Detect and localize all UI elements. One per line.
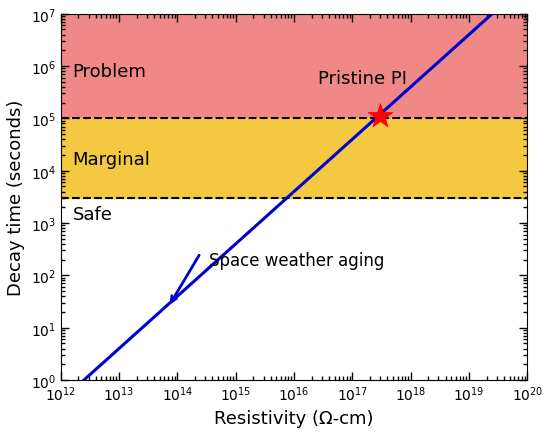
Point: [376, 114, 384, 121]
Text: Pristine PI: Pristine PI: [318, 70, 407, 88]
Y-axis label: Decay time (seconds): Decay time (seconds): [7, 99, 25, 296]
Text: Problem: Problem: [73, 63, 146, 81]
Text: Space weather aging: Space weather aging: [209, 251, 384, 269]
Bar: [60, 119, 527, 199]
Text: Marginal: Marginal: [73, 150, 151, 168]
X-axis label: Resistivity (Ω-cm): Resistivity (Ω-cm): [214, 409, 374, 427]
Bar: [60, 15, 527, 119]
Text: Safe: Safe: [73, 205, 113, 224]
